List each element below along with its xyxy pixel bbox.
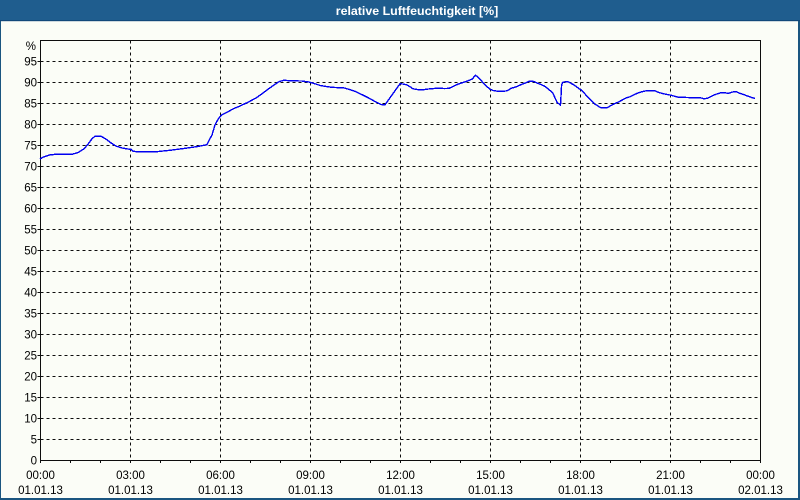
svg-text:60: 60 (24, 203, 37, 215)
svg-text:02.01.13: 02.01.13 (738, 485, 783, 497)
svg-text:0: 0 (31, 455, 37, 467)
svg-text:65: 65 (24, 182, 37, 194)
svg-text:01.01.13: 01.01.13 (468, 485, 513, 497)
svg-text:03:00: 03:00 (116, 470, 145, 482)
svg-text:50: 50 (24, 245, 37, 257)
svg-text:5: 5 (31, 434, 37, 446)
svg-text:09:00: 09:00 (296, 470, 325, 482)
svg-text:40: 40 (24, 287, 37, 299)
svg-text:45: 45 (24, 266, 37, 278)
svg-text:relative Luftfeuchtigkeit [%]: relative Luftfeuchtigkeit [%] (336, 4, 498, 18)
svg-text:70: 70 (24, 161, 37, 173)
svg-text:01.01.13: 01.01.13 (198, 485, 243, 497)
svg-text:12:00: 12:00 (386, 470, 415, 482)
svg-text:01.01.13: 01.01.13 (378, 485, 423, 497)
svg-text:01.01.13: 01.01.13 (18, 485, 63, 497)
svg-text:85: 85 (24, 98, 37, 110)
svg-text:30: 30 (24, 329, 37, 341)
svg-text:80: 80 (24, 119, 37, 131)
svg-text:75: 75 (24, 140, 37, 152)
svg-text:00:00: 00:00 (746, 470, 775, 482)
svg-text:90: 90 (24, 77, 37, 89)
svg-text:01.01.13: 01.01.13 (648, 485, 693, 497)
svg-text:55: 55 (24, 224, 37, 236)
svg-text:06:00: 06:00 (206, 470, 235, 482)
svg-text:15:00: 15:00 (476, 470, 505, 482)
svg-text:35: 35 (24, 308, 37, 320)
svg-text:%: % (26, 41, 36, 53)
svg-text:95: 95 (24, 57, 37, 69)
svg-text:20: 20 (24, 371, 37, 383)
svg-text:01.01.13: 01.01.13 (108, 485, 153, 497)
svg-text:15: 15 (24, 392, 37, 404)
svg-text:01.01.13: 01.01.13 (288, 485, 333, 497)
svg-text:01.01.13: 01.01.13 (558, 485, 603, 497)
svg-text:25: 25 (24, 350, 37, 362)
svg-text:00:00: 00:00 (26, 470, 55, 482)
svg-text:18:00: 18:00 (566, 470, 595, 482)
svg-text:10: 10 (24, 413, 37, 425)
svg-text:21:00: 21:00 (656, 470, 685, 482)
